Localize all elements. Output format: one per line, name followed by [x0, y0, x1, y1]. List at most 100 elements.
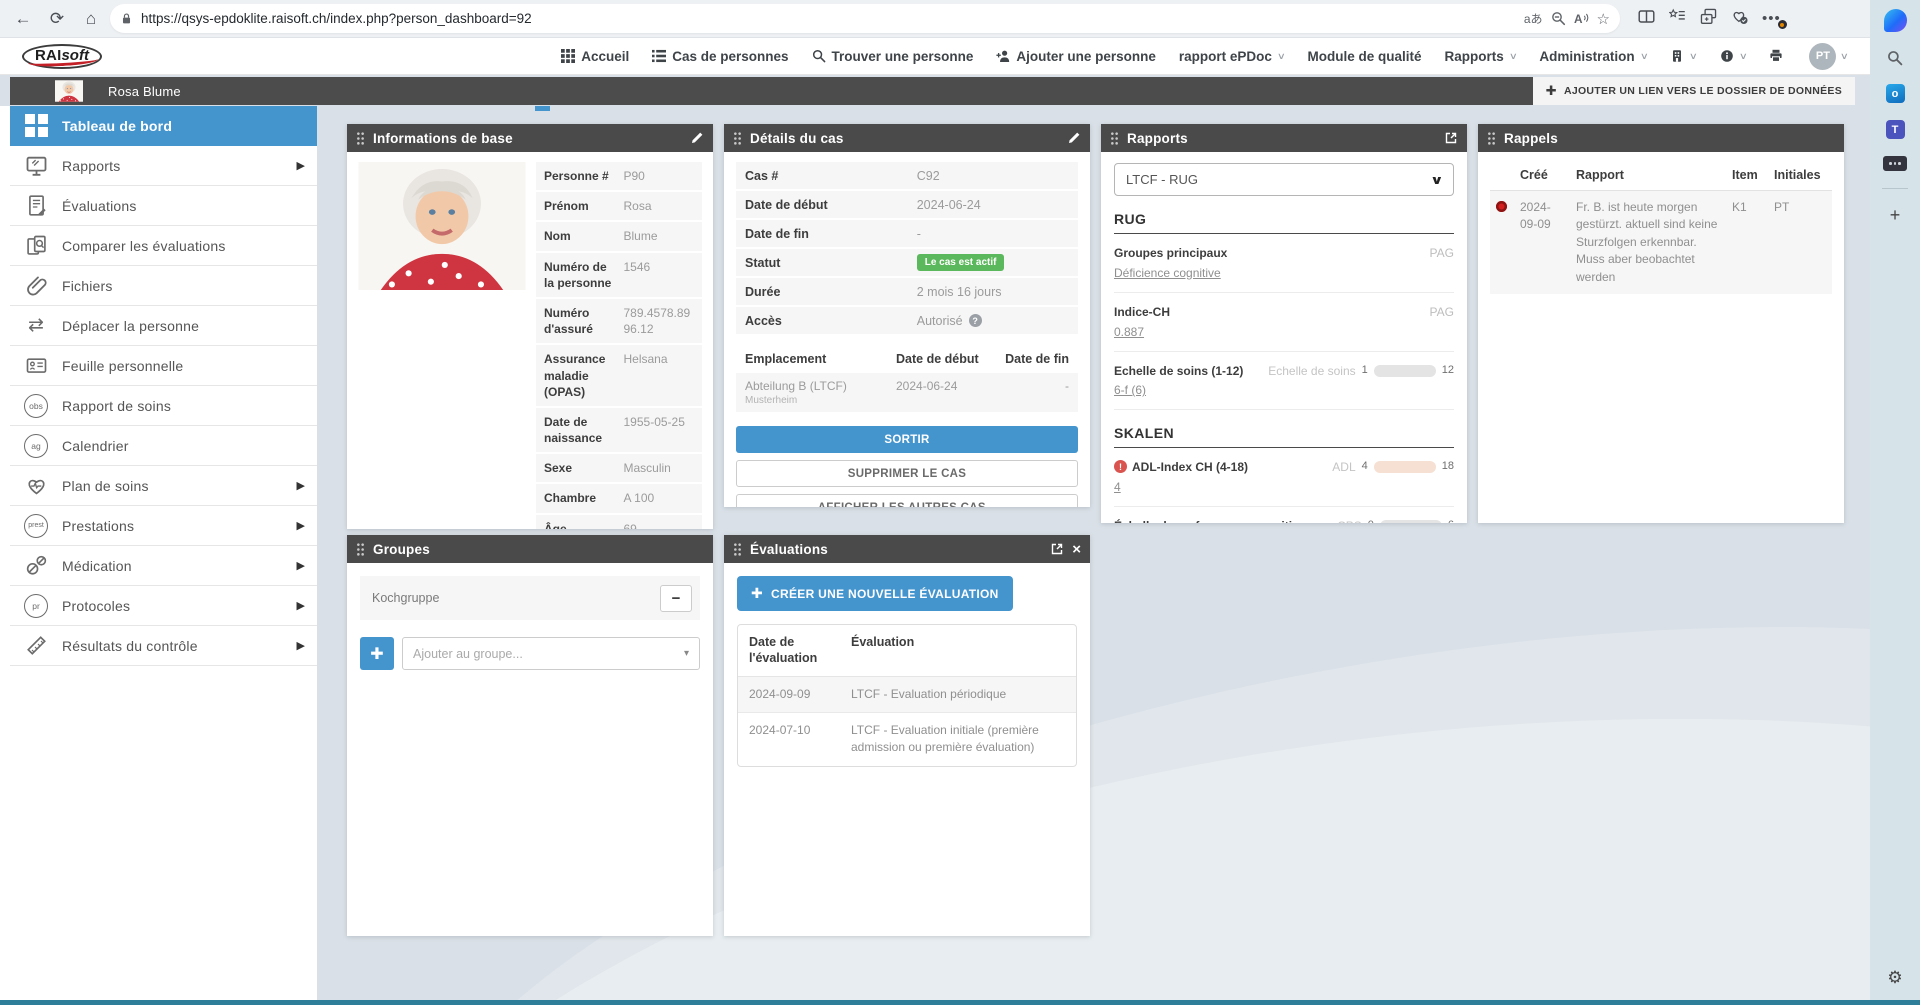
teams-icon[interactable]: T [1885, 120, 1905, 139]
sidebar-settings-icon[interactable]: ⚙ [1887, 968, 1903, 987]
sidebar-item-fichiers[interactable]: Fichiers [10, 266, 317, 306]
nav-item-accueil[interactable]: Accueil [561, 49, 629, 64]
afficher-les-autres-cas-button[interactable]: AFFICHER LES AUTRES CAS... [736, 494, 1078, 507]
sidebar-search-icon[interactable] [1886, 49, 1904, 67]
panel-title: Informations de base [373, 130, 513, 146]
browser-refresh-button[interactable]: ⟳ [49, 8, 65, 28]
sidebar-item-rapport-de-soins[interactable]: obs Rapport de soins [10, 386, 317, 426]
placement-table-header: Emplacement Date de début Date de fin [745, 352, 1069, 366]
sidebar-item-evaluations[interactable]: Évaluations [10, 186, 317, 226]
section-heading: RUG [1114, 211, 1454, 234]
browser-back-button[interactable]: ← [14, 8, 32, 28]
report-value-link[interactable]: 6-f (6) [1114, 383, 1147, 398]
app-page: RAIsoft Accueil Cas de personnes Trouver… [0, 38, 1870, 1000]
sidebar-add-icon[interactable]: + [1889, 204, 1901, 225]
panel-details-du-cas: Détails du cas Cas # C92 Date de début 202… [724, 124, 1090, 507]
address-bar[interactable]: aあ ☆ [110, 4, 1620, 33]
add-data-folder-link-button[interactable]: ✚ AJOUTER UN LIEN VERS LE DOSSIER DE DON… [1532, 77, 1855, 105]
prest-circle-icon: prest [23, 513, 49, 538]
browser-home-button[interactable]: ⌂ [85, 8, 97, 28]
open-external-icon[interactable] [1050, 542, 1064, 556]
sidebar-item-prestations[interactable]: prest Prestations ▶ [10, 506, 317, 546]
outlook-icon[interactable]: o [1885, 84, 1905, 103]
m365-icon[interactable] [1883, 156, 1907, 171]
field-row: Assurance maladie (OPAS) Helsana [536, 345, 702, 406]
report-value-link[interactable]: 0.887 [1114, 324, 1145, 339]
report-value-link[interactable]: Déficience cognitive [1114, 265, 1221, 280]
drag-handle-icon[interactable] [733, 131, 742, 146]
drag-handle-icon[interactable] [733, 542, 742, 557]
drag-handle-icon[interactable] [1110, 131, 1119, 146]
drag-handle-icon[interactable] [356, 131, 365, 146]
sidebar-item-protocoles[interactable]: pr Protocoles ▶ [10, 586, 317, 626]
evaluation-row[interactable]: 2024-07-10 LTCF - Evaluation initiale (p… [749, 722, 1039, 755]
read-aloud-icon[interactable] [1574, 11, 1589, 26]
logo-text-soft: soft [61, 46, 89, 64]
url-input[interactable] [141, 11, 1516, 26]
nav-item-rapports[interactable]: Rapports ∨ [1444, 48, 1518, 64]
report-value-link[interactable]: 4 [1114, 480, 1121, 495]
split-screen-icon[interactable] [1638, 8, 1655, 30]
lock-icon [120, 12, 133, 25]
drag-handle-icon[interactable] [356, 542, 365, 557]
evaluation-row[interactable]: 2024-09-09 LTCF - Evaluation périodique [738, 676, 1076, 713]
sidebar-item-medication[interactable]: Médication ▶ [10, 546, 317, 586]
heart-pulse-icon [23, 474, 49, 498]
ag-circle-icon: ag [23, 433, 49, 458]
zoom-out-icon[interactable] [1551, 11, 1566, 26]
field-row: Date de début 2024-06-24 [736, 191, 1078, 218]
panel-title: Groupes [373, 541, 430, 557]
raisoft-logo[interactable]: RAIsoft [22, 43, 102, 69]
close-icon[interactable]: × [1072, 540, 1081, 558]
report-type-select[interactable]: LTCF - RUG ∨ [1114, 163, 1454, 196]
translate-icon[interactable]: aあ [1523, 12, 1543, 26]
sidebar-item-feuille-personnelle[interactable]: Feuille personnelle [10, 346, 317, 386]
panel-rapports: Rapports LTCF - RUG ∨ RUG Groupes princi… [1101, 124, 1467, 523]
sidebar-item-calendrier[interactable]: ag Calendrier [10, 426, 317, 466]
sidebar-item-rapports[interactable]: Rapports ▶ [10, 146, 317, 186]
copilot-icon[interactable] [1883, 9, 1907, 32]
sidebar-item-resultats-du-controle[interactable]: Résultats du contrôle ▶ [10, 626, 317, 666]
drag-handle-icon[interactable] [1487, 131, 1496, 146]
submenu-arrow-icon: ▶ [296, 560, 305, 572]
open-external-icon[interactable] [1444, 131, 1458, 145]
browser-essentials-icon[interactable] [1731, 8, 1748, 30]
sidebar-item-deplacer-la-personne[interactable]: ⇄ Déplacer la personne [10, 306, 317, 346]
edge-sidebar: o T + ⚙ [1870, 0, 1920, 1000]
info-icon [1720, 49, 1734, 63]
add-group-button[interactable]: ✚ [360, 637, 394, 670]
nav-print-button[interactable] [1769, 49, 1783, 63]
remove-group-button[interactable]: − [660, 584, 692, 612]
panel-title: Détails du cas [750, 130, 844, 146]
sidebar-item-comparer-les-evaluations[interactable]: Comparer les évaluations [10, 226, 317, 266]
sortir-button[interactable]: SORTIR [736, 426, 1078, 453]
favorites-icon[interactable] [1669, 8, 1686, 30]
edit-pencil-icon[interactable] [1067, 131, 1081, 145]
pills-icon [23, 554, 49, 578]
create-evaluation-button[interactable]: ✚ CRÉER UNE NOUVELLE ÉVALUATION [737, 576, 1013, 611]
scale-bar [1373, 461, 1436, 474]
ruler-icon [23, 634, 49, 658]
nav-item-administration[interactable]: Administration ∨ [1539, 48, 1649, 64]
grid-icon [561, 49, 575, 63]
supprimer-le-cas-button[interactable]: SUPPRIMER LE CAS [736, 460, 1078, 487]
reminder-row[interactable]: 2024-09-09 Fr. B. ist heute morgen gestü… [1490, 191, 1832, 294]
nav-organisation-menu[interactable]: ∨ [1670, 49, 1698, 63]
nav-item-ajouter-une-personne[interactable]: Ajouter une personne [996, 49, 1156, 64]
left-sidebar: Tableau de bord Rapports ▶ Évaluations C… [0, 106, 317, 1000]
favorite-star-icon[interactable]: ☆ [1596, 10, 1610, 28]
nav-item-module-de-qualite[interactable]: Module de qualité [1307, 48, 1422, 64]
sidebar-item-tableau-de-bord[interactable]: Tableau de bord [10, 106, 317, 146]
nav-item-trouver-une-personne[interactable]: Trouver une personne [812, 49, 973, 64]
collections-icon[interactable] [1700, 8, 1717, 30]
browser-more-icon[interactable]: ••• [1762, 10, 1788, 30]
nav-item-rapport-epdoc[interactable]: rapport ePDoc ∨ [1178, 48, 1286, 64]
nav-info-menu[interactable]: ∨ [1720, 49, 1748, 63]
edit-pencil-icon[interactable] [690, 131, 704, 145]
add-group-select[interactable]: Ajouter au groupe... ▾ [402, 637, 700, 670]
user-avatar-menu[interactable]: PT ∨ [1809, 42, 1849, 70]
help-icon[interactable]: ? [968, 314, 982, 327]
monitor-icon [23, 154, 49, 178]
sidebar-item-plan-de-soins[interactable]: Plan de soins ▶ [10, 466, 317, 506]
nav-item-cas-de-personnes[interactable]: Cas de personnes [652, 49, 789, 64]
